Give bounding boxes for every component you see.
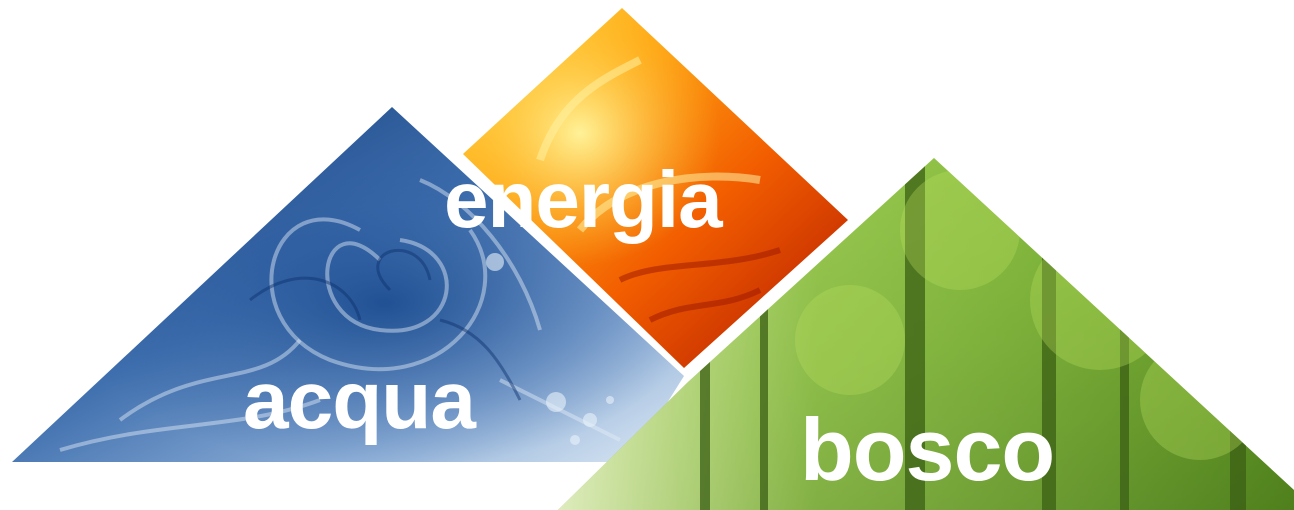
bosco-label: bosco xyxy=(800,400,1055,499)
energia-label: energia xyxy=(444,155,723,244)
acqua-label: acqua xyxy=(243,355,476,446)
